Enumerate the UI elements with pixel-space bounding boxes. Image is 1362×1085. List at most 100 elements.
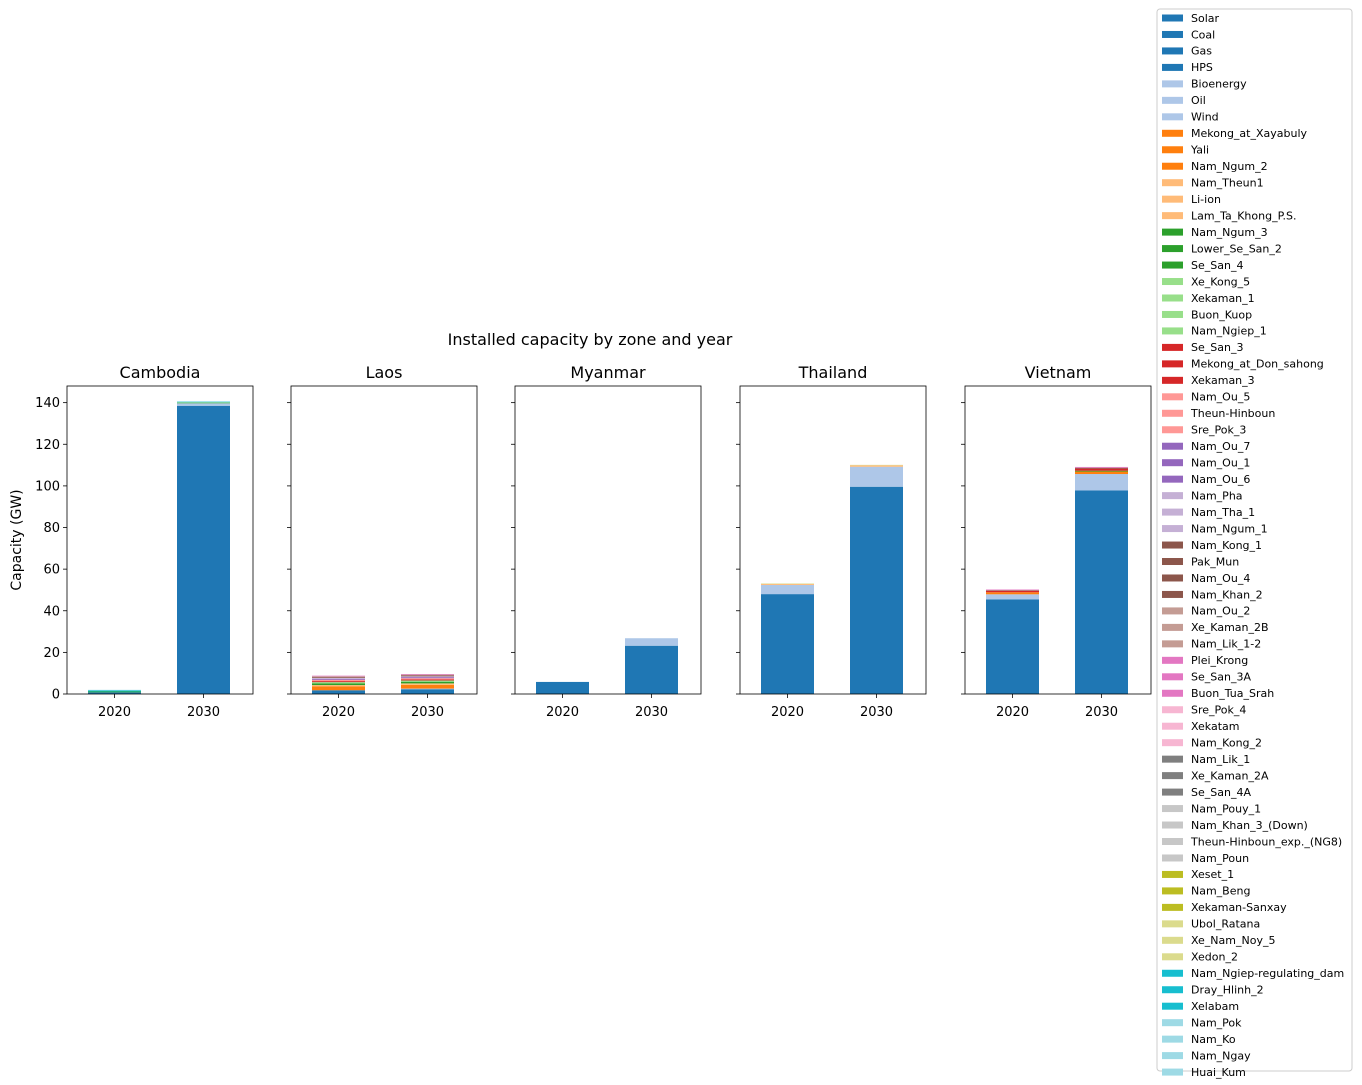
legend-label: Xekaman_1: [1191, 292, 1255, 305]
panel-myanmar: Myanmar 2020 2030: [511, 363, 702, 720]
legend-swatch: [1162, 459, 1183, 467]
legend-item: Li-ion: [1162, 193, 1221, 206]
chart-panels: Cambodia 2020 2030 0 20 40 60 80 100 120 140 Laos 20…: [35, 363, 1152, 720]
legend-label: Xe_Kaman_2B: [1191, 621, 1269, 634]
legend-label: Nam_Beng: [1191, 885, 1250, 898]
legend-swatch: [1162, 870, 1183, 878]
legend-swatch: [1162, 953, 1183, 961]
bar-segment: [401, 677, 454, 679]
bar-segment: [986, 594, 1039, 600]
legend-item: Nam_Beng: [1162, 885, 1250, 898]
legend-swatch: [1162, 245, 1183, 253]
legend-label: Yali: [1190, 144, 1209, 157]
legend-label: Nam_Ngiep-regulating_dam: [1191, 967, 1344, 980]
bar-segment: [312, 677, 365, 679]
x-tick-label: 2030: [1085, 705, 1118, 720]
legend-swatch: [1162, 640, 1183, 648]
panel-frame: [964, 385, 1152, 695]
legend-item: Dray_Hlinh_2: [1162, 984, 1264, 997]
legend-swatch: [1162, 63, 1183, 71]
legend-swatch: [1162, 327, 1183, 335]
legend-label: Pak_Mun: [1191, 555, 1239, 568]
bar-segment: [312, 682, 365, 684]
legend-item: Mekong_at_Don_sahong: [1162, 358, 1324, 371]
legend-swatch: [1162, 1052, 1183, 1060]
legend-label: Oil: [1191, 94, 1206, 107]
legend-swatch: [1162, 310, 1183, 318]
legend-label: Se_San_3: [1191, 341, 1243, 354]
bar-segment: [401, 688, 454, 690]
legend-swatch: [1162, 376, 1183, 384]
legend-swatch: [1162, 673, 1183, 681]
legend-swatch: [1162, 294, 1183, 302]
bar-segment: [401, 684, 454, 689]
legend-swatch: [1162, 689, 1183, 697]
bar-segment: [986, 589, 1039, 591]
y-tick-label: 120: [35, 438, 60, 453]
legend-item: Nam_Ou_7: [1162, 440, 1250, 453]
legend-item: Nam_Ngay: [1162, 1049, 1251, 1062]
legend-label: Buon_Tua_Srah: [1191, 687, 1274, 700]
panel-vietnam: Vietnam 2020 2030: [961, 363, 1152, 720]
panel-frame: [66, 385, 254, 695]
legend-label: Xekaman-Sanxay: [1191, 901, 1287, 914]
bar-segment: [312, 683, 365, 686]
legend-swatch: [1162, 426, 1183, 434]
chart-title: Installed capacity by zone and year: [448, 330, 733, 349]
bar-segment: [401, 679, 454, 681]
bar-segment: [177, 405, 230, 694]
legend-label: Nam_Theun1: [1191, 177, 1264, 190]
panel-title: Myanmar: [570, 363, 646, 382]
legend-label: Nam_Poun: [1191, 852, 1249, 865]
bar-segment: [312, 690, 365, 694]
x-tick-label: 2030: [187, 705, 220, 720]
legend-label: Se_San_4A: [1191, 786, 1251, 799]
legend-item: Oil: [1162, 94, 1206, 107]
bar-segment: [761, 583, 814, 584]
legend-item: Nam_Ngum_2: [1162, 160, 1268, 173]
legend-label: Nam_Khan_3_(Down): [1191, 819, 1308, 832]
legend-item: Nam_Ou_4: [1162, 572, 1250, 585]
bar-segment: [625, 645, 678, 694]
legend-swatch: [1162, 195, 1183, 203]
legend-label: Nam_Pok: [1191, 1016, 1242, 1029]
legend-item: Xekaman_1: [1162, 292, 1255, 305]
legend-label: Nam_Ou_7: [1191, 440, 1250, 453]
bar-segment: [312, 678, 365, 680]
legend-swatch: [1162, 80, 1183, 88]
legend-swatch: [1162, 1068, 1183, 1076]
legend-label: HPS: [1191, 61, 1213, 74]
bar-segment: [401, 674, 454, 676]
legend-swatch: [1162, 623, 1183, 631]
legend-swatch: [1162, 805, 1183, 813]
legend-item: Pak_Mun: [1162, 555, 1239, 568]
legend-swatch: [1162, 887, 1183, 895]
bar-segment: [177, 401, 230, 403]
legend-swatch: [1162, 969, 1183, 977]
legend-label: Nam_Ou_6: [1191, 473, 1250, 486]
legend-label: Xelabam: [1191, 1000, 1239, 1013]
legend-swatch: [1162, 146, 1183, 154]
bar-segment: [761, 584, 814, 595]
legend-item: Xelabam: [1162, 1000, 1239, 1013]
x-tick-label: 2030: [411, 705, 444, 720]
legend-swatch: [1162, 113, 1183, 121]
legend-label: Nam_Ngum_1: [1191, 522, 1268, 535]
legend-label: Nam_Pha: [1191, 489, 1243, 502]
legend-item: Gas: [1162, 45, 1212, 58]
legend-item: Nam_Pha: [1162, 489, 1243, 502]
legend-label: Nam_Tha_1: [1191, 506, 1255, 519]
legend-item: Lower_Se_San_2: [1162, 242, 1282, 255]
legend-label: Nam_Pouy_1: [1191, 802, 1261, 815]
legend-item: Nam_Ngum_3: [1162, 226, 1268, 239]
legend-label: Sre_Pok_4: [1191, 704, 1246, 717]
legend-item: Theun-Hinboun_exp._(NG8): [1162, 835, 1342, 848]
legend-item: Nam_Ou_1: [1162, 456, 1250, 469]
legend-swatch: [1162, 1002, 1183, 1010]
legend-label: Nam_Khan_2: [1191, 588, 1263, 601]
legend-swatch: [1162, 162, 1183, 170]
legend-label: Dray_Hlinh_2: [1191, 984, 1264, 997]
legend-item: Nam_Lik_1-2: [1162, 638, 1261, 651]
legend-item: Xedon_2: [1162, 951, 1238, 964]
legend-swatch: [1162, 541, 1183, 549]
